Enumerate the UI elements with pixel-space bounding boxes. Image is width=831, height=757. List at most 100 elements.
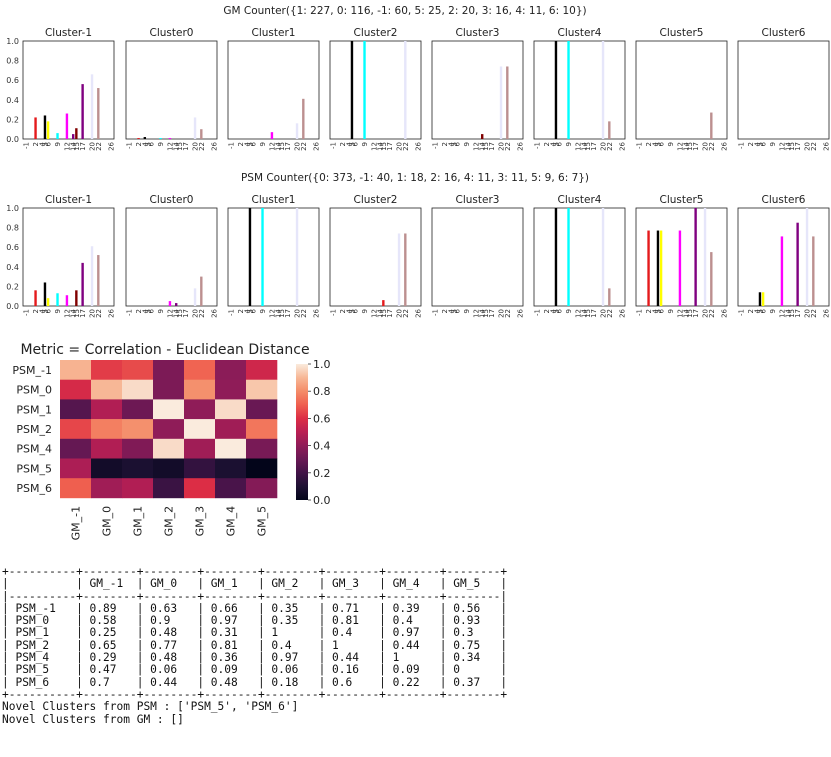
x-tick-label: 2 [135,142,143,146]
x-tick-label: 17 [692,142,700,151]
x-tick-label: -1 [228,142,236,149]
heatmap-cell [184,458,216,479]
x-tick-label: 6 [352,141,360,146]
x-tick-label: 6 [760,308,768,313]
x-tick-label: -1 [23,142,31,149]
x-tick-label: 9 [157,142,165,146]
x-tick-label: 6 [658,141,666,146]
correlation-heatmap: PSM_-1 PSM_0 PSM_1 PSM_2 PSM_4 PSM_5 PSM_6 GM_-… [12,360,278,540]
x-tick-label: 4 [243,308,251,313]
panel-frame [329,207,422,307]
x-tick-label: 5 [552,309,560,313]
x-tick-label: 17 [488,142,496,151]
heatmap-cell [184,379,216,400]
psm-counter-title: PSM Counter({0: 373, -1: 40, 1: 18, 2: 1… [241,172,589,184]
x-tick-label: 17 [386,142,394,151]
x-tick-label: 15 [278,309,286,318]
novel-psm-clusters: Novel Clusters from PSM : ['PSM_5', 'PSM… [2,700,299,714]
heatmap-cell [246,379,278,400]
x-tick-label: 26 [312,141,320,150]
heatmap-cell [184,478,216,499]
heatmap-colorbar: 0.0 0.2 0.4 0.6 0.8 1.0 [296,358,331,507]
x-tick-label: 22 [402,309,410,318]
x-tick-label: 4 [753,308,761,313]
x-tick-label: 26 [618,308,626,317]
x-tick-label: 4 [345,308,353,313]
x-tick-label: 20 [804,142,812,151]
x-tick-label: 4 [141,141,149,146]
table-row: | PSM_1 | 0.25 | 0.48 | 0.31 | 1 | 0.4 |… [2,626,508,640]
x-tick-label: 26 [516,141,524,150]
x-tick-label: 14 [785,141,793,150]
x-tick-label: 17 [386,309,394,318]
heatmap-cell [184,419,216,440]
table-row: | PSM_5 | 0.47 | 0.06 | 0.09 | 0.06 | 0.… [2,663,508,677]
x-tick-label: 15 [584,309,592,318]
heatmap-col-label: GM_4 [225,506,238,537]
heatmap-cell [153,438,185,459]
bar-mark [90,74,94,139]
x-tick-label: -1 [23,309,31,316]
panel-title: Cluster3 [456,27,500,39]
panel-title: Cluster4 [558,27,602,39]
x-tick-label: 20 [600,142,608,151]
x-tick-label: 5 [348,142,356,146]
panel-frame [533,40,626,140]
x-tick-label: 12 [472,142,480,151]
bar-mark [248,208,252,306]
heatmap-cell [60,379,92,400]
panel-title: Cluster2 [354,27,398,39]
x-tick-label: 20 [294,142,302,151]
x-tick-label: 2 [32,142,40,146]
x-tick-label: 9 [259,142,267,146]
x-tick-label: 12 [166,309,174,318]
y-tick-label: 0.6 [6,76,19,85]
heatmap-cell [91,458,123,479]
x-tick-label: 4 [447,308,455,313]
panel-title: Cluster-1 [45,194,92,206]
x-tick-label: 20 [294,309,302,318]
x-tick-label: 2 [543,309,551,313]
x-tick-label: 4 [38,141,46,146]
x-tick-label: 22 [810,309,818,318]
x-tick-label: 12 [268,309,276,318]
panel-title: Cluster6 [762,194,806,206]
panel-frame [125,40,218,140]
x-tick-label: 6 [45,141,53,146]
bar-mark [761,292,765,306]
x-tick-label: 26 [822,308,830,317]
x-tick-label: 12 [63,142,71,151]
x-tick-label: 5 [41,309,49,313]
x-tick-label: 20 [396,142,404,151]
panel-title: Cluster1 [252,27,296,39]
x-tick-label: -1 [534,309,542,316]
x-tick-label: 15 [176,309,184,318]
x-tick-label: 9 [463,142,471,146]
heatmap-col-label: GM_1 [132,506,145,537]
heatmap-col-label: GM_5 [256,506,269,537]
x-tick-label: 15 [788,309,796,318]
heatmap-cell [60,399,92,420]
x-tick-label: 9 [361,142,369,146]
x-tick-label: 9 [769,142,777,146]
colorbar-gradient [296,364,308,500]
x-tick-label: 4 [38,308,46,313]
y-tick-label: 1.0 [6,204,19,213]
heatmap-col-label: GM_2 [163,506,176,537]
x-tick-label: 17 [794,309,802,318]
bar-mark [382,300,385,306]
bar-mark [200,129,203,139]
x-tick-label: 22 [606,142,614,151]
panel-frame [227,207,320,307]
y-tick-label: 1.0 [6,37,19,46]
heatmap-col-label: GM_3 [194,506,207,537]
x-tick-label: 5 [144,142,152,146]
bar-mark [261,208,264,306]
